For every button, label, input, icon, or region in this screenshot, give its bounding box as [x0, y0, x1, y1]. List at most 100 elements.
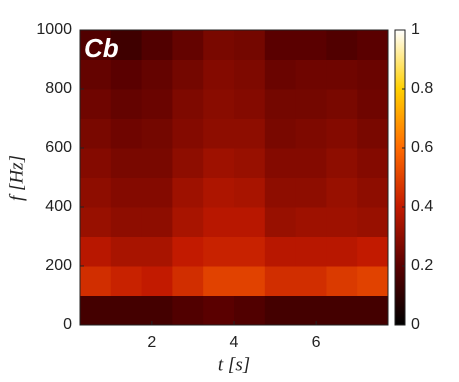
- heat-cell: [326, 236, 358, 267]
- heatmap: [80, 30, 389, 326]
- y-tick-label: 600: [45, 139, 72, 156]
- heat-cell: [110, 177, 143, 208]
- colorbar-tick-label: 0.4: [411, 198, 433, 215]
- heat-cell: [357, 266, 389, 296]
- heat-cell: [264, 59, 297, 90]
- heat-cell: [326, 30, 358, 60]
- heat-cell: [141, 118, 173, 149]
- heat-cell: [295, 118, 327, 149]
- heat-cell: [80, 295, 112, 326]
- heat-cell: [295, 59, 327, 90]
- heat-cell: [80, 30, 112, 60]
- heat-cell: [172, 236, 204, 267]
- heat-cell: [203, 148, 235, 178]
- x-tick-label: 6: [312, 334, 321, 351]
- heat-cell: [110, 89, 143, 119]
- heat-cell: [264, 148, 297, 178]
- y-axis-label: f [Hz]: [6, 155, 27, 201]
- heat-cell: [110, 148, 143, 178]
- colorbar-tick-label: 0.2: [411, 257, 433, 274]
- heat-cell: [357, 89, 389, 119]
- heat-cell: [80, 148, 112, 178]
- heat-cell: [80, 59, 112, 90]
- heat-cell: [80, 266, 112, 296]
- heat-cell: [234, 177, 266, 208]
- heat-cell: [80, 177, 112, 208]
- x-axis-label: t [s]: [218, 354, 250, 375]
- heat-cell: [357, 177, 389, 208]
- heat-cell: [326, 177, 358, 208]
- heat-cell: [172, 30, 204, 60]
- heat-cell: [141, 89, 173, 119]
- y-tick-label: 800: [45, 80, 72, 97]
- heat-cell: [203, 89, 235, 119]
- heat-cell: [234, 118, 266, 149]
- heat-cell: [172, 59, 204, 90]
- heat-cell: [172, 118, 204, 149]
- heat-cell: [234, 295, 266, 326]
- heat-cell: [203, 266, 235, 296]
- heat-cell: [110, 59, 143, 90]
- heat-cell: [110, 266, 143, 296]
- heat-cell: [264, 207, 297, 237]
- heat-cell: [141, 207, 173, 237]
- heat-cell: [357, 207, 389, 237]
- heat-cell: [80, 207, 112, 237]
- heat-cell: [141, 295, 173, 326]
- heat-cell: [295, 266, 327, 296]
- heat-cell: [110, 207, 143, 237]
- colorbar-tick-label: 0: [411, 316, 420, 333]
- heat-cell: [295, 177, 327, 208]
- heat-cell: [326, 295, 358, 326]
- heat-cell: [326, 118, 358, 149]
- heat-cell: [357, 148, 389, 178]
- heat-cell: [110, 118, 143, 149]
- heat-cell: [357, 295, 389, 326]
- heat-cell: [141, 266, 173, 296]
- colorbar-tick-label: 1: [411, 21, 420, 38]
- heat-cell: [203, 295, 235, 326]
- x-tick-label: 2: [147, 334, 156, 351]
- heat-cell: [203, 30, 235, 60]
- heat-cell: [110, 236, 143, 267]
- y-tick-label: 0: [63, 316, 72, 333]
- heat-cell: [326, 59, 358, 90]
- heat-cell: [234, 236, 266, 267]
- heat-cell: [234, 266, 266, 296]
- heat-cell: [264, 295, 297, 326]
- heat-cell: [357, 59, 389, 90]
- heat-cell: [295, 89, 327, 119]
- heat-cell: [264, 266, 297, 296]
- heat-cell: [203, 207, 235, 237]
- chart-title: Cb: [84, 33, 119, 63]
- heat-cell: [203, 177, 235, 208]
- heat-cell: [110, 295, 143, 326]
- heat-cell: [234, 207, 266, 237]
- heat-cell: [234, 59, 266, 90]
- heat-cell: [326, 266, 358, 296]
- heat-cell: [203, 59, 235, 90]
- heat-cell: [295, 207, 327, 237]
- heat-cell: [326, 207, 358, 237]
- heat-cell: [80, 236, 112, 267]
- heat-cell: [141, 177, 173, 208]
- heat-cell: [110, 30, 143, 60]
- heat-cell: [264, 30, 297, 60]
- heat-cell: [357, 236, 389, 267]
- heat-cell: [326, 89, 358, 119]
- heat-cell: [172, 89, 204, 119]
- heat-cell: [264, 118, 297, 149]
- heat-cell: [203, 236, 235, 267]
- colorbar: [394, 29, 406, 326]
- heat-cell: [172, 177, 204, 208]
- heat-cell: [295, 295, 327, 326]
- heat-cell: [172, 148, 204, 178]
- heat-cell: [80, 89, 112, 119]
- y-tick-label: 200: [45, 257, 72, 274]
- y-tick-label: 1000: [36, 21, 72, 38]
- heat-cell: [357, 30, 389, 60]
- heat-cell: [172, 266, 204, 296]
- heat-cell: [295, 236, 327, 267]
- heat-cell: [172, 295, 204, 326]
